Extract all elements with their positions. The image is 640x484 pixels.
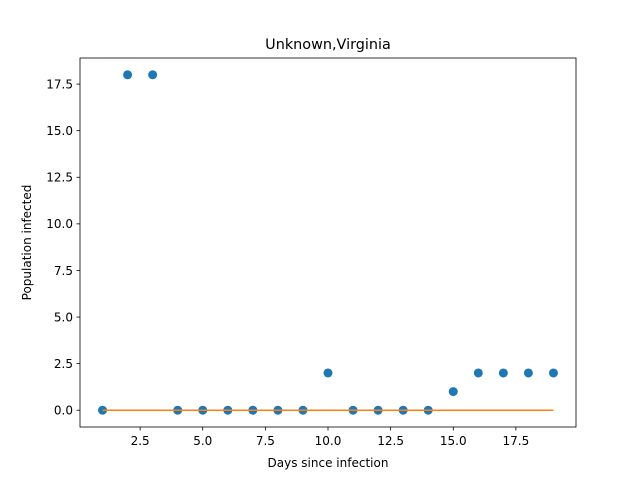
x-tick-label: 12.5 — [377, 434, 404, 448]
data-point — [548, 368, 558, 378]
series-layer — [98, 70, 558, 415]
x-axis: 2.5 5.0 7.5 10.0 12.5 15.0 17.5 — [131, 427, 530, 448]
y-tick-label: 5.0 — [54, 310, 73, 324]
y-tick-label: 7.5 — [54, 264, 73, 278]
x-tick-label: 5.0 — [193, 434, 212, 448]
data-point — [123, 70, 133, 80]
chart-title: Unknown,Virginia — [265, 37, 391, 53]
y-axis-label: Population infected — [20, 185, 34, 301]
data-point — [473, 368, 483, 378]
y-axis: 0.0 2.5 5.0 7.5 10.0 12.5 15.0 17.5 — [46, 77, 80, 418]
x-tick-label: 2.5 — [131, 434, 150, 448]
y-tick-label: 17.5 — [46, 77, 73, 91]
y-tick-label: 12.5 — [46, 171, 73, 185]
x-tick-label: 15.0 — [440, 434, 467, 448]
x-tick-label: 17.5 — [503, 434, 530, 448]
x-axis-label: Days since infection — [268, 456, 389, 470]
axes-frame — [79, 57, 577, 428]
y-tick-label: 2.5 — [54, 357, 73, 371]
data-point — [323, 368, 333, 378]
y-tick-label: 0.0 — [54, 404, 73, 418]
x-tick-label: 10.0 — [315, 434, 342, 448]
data-point — [498, 368, 508, 378]
y-tick-label: 15.0 — [46, 124, 73, 138]
data-point — [448, 387, 458, 397]
data-point — [148, 70, 158, 80]
data-point — [523, 368, 533, 378]
y-tick-label: 10.0 — [46, 217, 73, 231]
x-tick-label: 7.5 — [256, 434, 275, 448]
